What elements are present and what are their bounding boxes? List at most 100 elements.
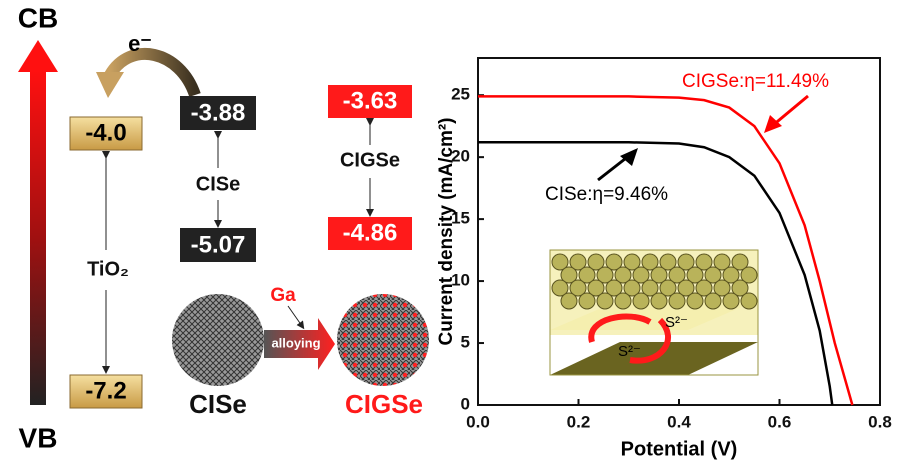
inset-sphere <box>578 266 596 284</box>
inset-sphere <box>740 266 758 284</box>
inset: S²⁻ S²⁻ <box>549 249 759 376</box>
inset-arrow <box>629 317 671 364</box>
inset-sphere <box>623 279 641 297</box>
tio2-cb: -4.0 <box>85 119 126 146</box>
annotation-arrow-head <box>620 148 638 166</box>
inset-sphere <box>713 279 731 297</box>
inset-sphere <box>686 292 704 310</box>
ga-arrow <box>287 305 305 330</box>
inset-sphere <box>632 266 650 284</box>
inset-sphere <box>722 266 740 284</box>
inset-arrow <box>588 313 652 343</box>
cise-nanoparticle <box>172 294 264 386</box>
jv-curve <box>478 95 854 406</box>
annotation-arrow <box>771 94 809 128</box>
electron-arrow-head <box>96 72 124 98</box>
inset-sphere <box>677 279 695 297</box>
inset-sphere <box>704 266 722 284</box>
inset-sphere <box>641 279 659 297</box>
inset-sphere <box>596 266 614 284</box>
cise-vb-box <box>180 228 256 262</box>
inset-sphere <box>596 292 614 310</box>
energy-arrow-head <box>18 40 58 72</box>
x-tick-label: 0.8 <box>868 412 892 431</box>
inset-sphere <box>605 253 623 271</box>
cise-cb-box <box>180 96 256 130</box>
y-tick-label: 10 <box>451 271 470 290</box>
inset-sphere <box>614 292 632 310</box>
inset-sphere <box>569 253 587 271</box>
y-tick-label: 20 <box>451 147 470 166</box>
inset-sphere <box>614 266 632 284</box>
inset-sphere <box>551 253 569 271</box>
inset-outline <box>549 249 759 376</box>
y-tick-label: 15 <box>451 209 470 228</box>
cise-label: CISe <box>196 173 240 195</box>
cigse-nanoparticle <box>337 294 429 386</box>
energy-diagram: CB VB e⁻ -4.0 -7.2 TiO₂ -3.88 -5.07 CISe… <box>18 2 429 453</box>
cigse-vb: -4.86 <box>343 219 398 246</box>
inset-sphere <box>560 266 578 284</box>
cigse-np-label: CIGSe <box>345 389 423 419</box>
ga-label: Ga <box>270 285 296 306</box>
inset-sphere <box>713 253 731 271</box>
cigse-cb-box <box>328 85 412 118</box>
electron-transfer-arrow <box>104 47 201 98</box>
inset-sphere <box>641 253 659 271</box>
inset-sphere <box>650 292 668 310</box>
cigse-vb-box <box>328 217 412 250</box>
cigse-cb: -3.63 <box>343 87 398 114</box>
inset-sphere <box>695 279 713 297</box>
tio2-vb: -7.2 <box>85 377 126 404</box>
inset-sphere <box>659 253 677 271</box>
inset-sphere <box>587 279 605 297</box>
inset-label: S²⁻ <box>665 314 688 331</box>
inset-sphere <box>695 253 713 271</box>
inset-sphere <box>605 279 623 297</box>
cise-vb: -5.07 <box>191 231 246 258</box>
inset-sphere <box>569 279 587 297</box>
tio2-label: TiO₂ <box>87 258 129 280</box>
inset-sphere <box>650 266 668 284</box>
inset-sphere <box>731 253 749 271</box>
inset-sphere <box>632 292 650 310</box>
cise-cb: -3.88 <box>191 99 246 126</box>
x-axis-label: Potential (V) <box>621 438 738 460</box>
cb-label: CB <box>18 2 58 33</box>
inset-spheres <box>551 253 758 310</box>
annotation: CISe:η=9.46% <box>545 184 668 205</box>
vb-label: VB <box>19 422 58 453</box>
inset-sphere <box>686 266 704 284</box>
inset-sphere <box>587 253 605 271</box>
x-tick-label: 0.4 <box>667 412 691 431</box>
inset-sphere <box>677 253 695 271</box>
y-tick-label: 5 <box>461 333 470 352</box>
jv-curve <box>478 141 834 406</box>
y-tick-label: 0 <box>461 394 470 413</box>
inset-sphere <box>668 292 686 310</box>
inset-sphere <box>722 292 740 310</box>
inset-sphere <box>740 292 758 310</box>
y-tick-label: 25 <box>451 85 470 104</box>
x-tick-label: 0.6 <box>768 412 792 431</box>
tio2-vb-box <box>69 374 143 409</box>
inset-sphere <box>668 266 686 284</box>
annotation-arrow-head <box>764 115 782 133</box>
alloying-label: alloying <box>271 335 320 350</box>
inset-sphere <box>578 292 596 310</box>
inset-sphere <box>704 292 722 310</box>
inset-label: S²⁻ <box>618 343 641 360</box>
inset-sphere <box>731 279 749 297</box>
inset-sphere <box>551 279 569 297</box>
tio2-cb-box <box>69 116 143 151</box>
x-tick-label: 0.0 <box>466 412 490 431</box>
inset-sphere <box>560 292 578 310</box>
inset-sphere <box>623 253 641 271</box>
y-axis-label: Current density (mA/cm²) <box>436 117 457 345</box>
energy-arrow <box>30 70 46 405</box>
alloying-arrow-fill <box>264 318 335 370</box>
jv-chart: 0.0 0.2 0.4 0.6 0.8 0 5 10 15 20 25 Potential (V) Cu… <box>436 57 892 460</box>
cise-np-label: CISe <box>189 389 247 419</box>
electron-label: e⁻ <box>128 31 152 56</box>
